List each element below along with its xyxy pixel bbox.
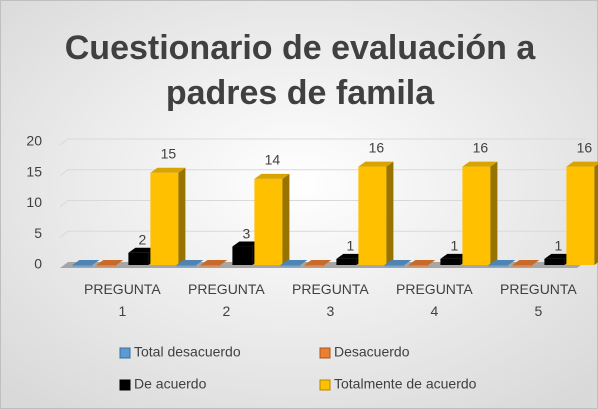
bar	[488, 260, 516, 267]
bar	[150, 167, 186, 265]
bar-top	[358, 161, 394, 167]
bar	[408, 260, 436, 267]
bar-front	[254, 178, 283, 265]
data-label: 16	[577, 139, 593, 155]
x-tick-label: PREGUNTA 1	[84, 281, 161, 319]
y-tick-label: 0	[34, 256, 42, 272]
bar-front	[128, 252, 149, 265]
bar	[462, 161, 498, 265]
legend-label: Desacuerdo	[334, 344, 410, 360]
bar	[72, 260, 100, 267]
bar-side	[282, 173, 290, 265]
data-label: 2	[139, 231, 147, 247]
x-tick-label: PREGUNTA 4	[396, 281, 473, 319]
y-tick-label: 15	[26, 163, 42, 179]
x-tick-label: PREGUNTA 5	[500, 281, 577, 319]
bar-top	[254, 173, 290, 179]
data-label: 1	[451, 238, 459, 254]
bar-front	[512, 265, 533, 267]
bar	[280, 260, 308, 267]
bar-top	[384, 260, 412, 265]
legend-swatch	[119, 379, 131, 391]
data-label: 1	[347, 238, 355, 254]
data-label: 1	[555, 238, 563, 254]
bar-top	[408, 260, 436, 265]
legend-label: Total desacuerdo	[134, 344, 241, 360]
bar-side	[386, 161, 394, 265]
bar-top	[128, 247, 156, 253]
bar	[176, 260, 204, 267]
data-label: 3	[243, 225, 251, 241]
bar-front	[544, 258, 565, 265]
bar-front	[358, 166, 387, 265]
bar	[566, 161, 598, 265]
y-tick-label: 10	[26, 194, 42, 210]
bar-front	[384, 265, 405, 267]
chart-title: Cuestionario de evaluación a padres de fa…	[65, 29, 537, 112]
bar-front	[462, 166, 491, 265]
x-tick-label: PREGUNTA 2	[188, 281, 265, 319]
bar-top	[512, 260, 540, 265]
data-label: 16	[473, 139, 489, 155]
grid-line	[59, 200, 585, 207]
data-label: 16	[369, 139, 385, 155]
y-tick-label: 5	[34, 225, 42, 241]
bar-front	[488, 265, 509, 267]
bar-top	[488, 260, 516, 265]
legend-label: Totalmente de acuerdo	[334, 376, 477, 392]
bar-top	[72, 260, 100, 265]
bar-top	[150, 167, 186, 173]
bar	[358, 161, 394, 265]
y-tick-label: 20	[26, 133, 42, 149]
bar-front	[440, 258, 461, 265]
bar	[512, 260, 540, 267]
bar-front	[232, 246, 253, 265]
grid-line	[59, 230, 585, 238]
bar-top	[304, 260, 332, 265]
data-label: 15	[161, 145, 177, 161]
bar-top	[96, 260, 124, 265]
bar-front	[176, 265, 197, 267]
data-label: 14	[265, 152, 281, 168]
bar-top	[566, 161, 598, 167]
bar-front	[150, 172, 179, 265]
legend-swatch	[319, 379, 331, 391]
bar	[200, 260, 228, 267]
bar-side	[490, 161, 498, 265]
bar-front	[304, 265, 325, 267]
legend-label: De acuerdo	[134, 376, 207, 392]
legend-swatch	[119, 347, 131, 359]
bar	[384, 260, 412, 267]
bar-top	[336, 253, 364, 259]
bar	[254, 173, 290, 265]
bar-top	[462, 161, 498, 167]
grid-line	[59, 169, 585, 177]
bar-top	[176, 260, 204, 265]
legend-swatch	[319, 347, 331, 359]
bar-top	[440, 253, 468, 259]
bar-top	[280, 260, 308, 265]
bar-side	[594, 164, 598, 265]
bar-front	[336, 258, 357, 265]
bar-front	[408, 265, 429, 267]
grid-line	[59, 138, 585, 146]
bar-top	[232, 241, 260, 247]
bar-front	[96, 265, 117, 267]
bar-front	[566, 166, 595, 265]
x-tick-label: PREGUNTA 3	[292, 281, 369, 319]
bar	[96, 260, 124, 267]
bar-front	[72, 265, 93, 267]
bar-top	[544, 253, 572, 259]
bar-side	[178, 167, 186, 265]
bar	[304, 260, 332, 267]
bar-front	[280, 265, 301, 267]
bar-front	[200, 265, 221, 267]
bar-top	[200, 260, 228, 265]
